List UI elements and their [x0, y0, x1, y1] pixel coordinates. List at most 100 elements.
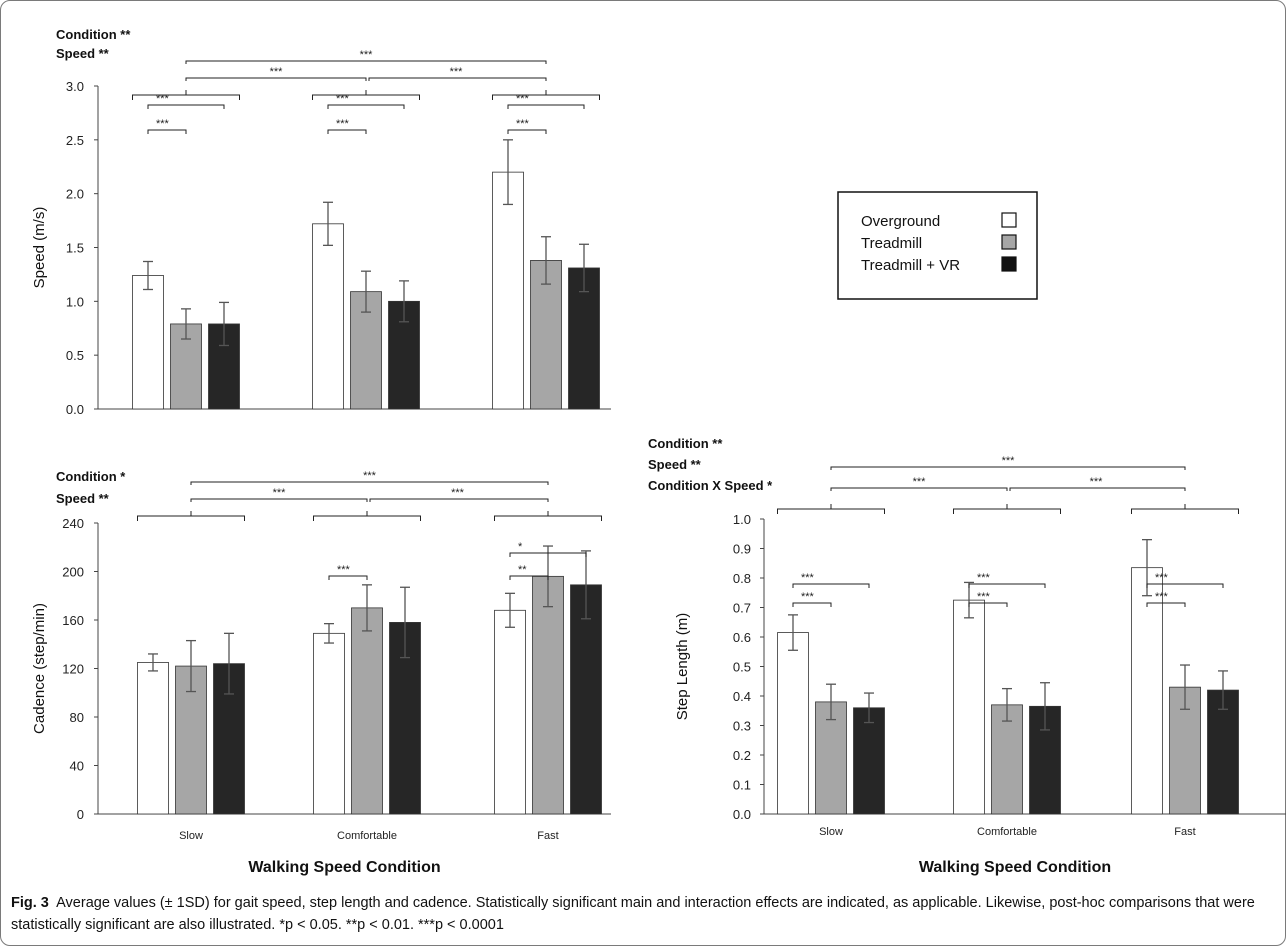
pairwise-significance-label: ***	[801, 591, 815, 603]
legend-swatch	[1001, 212, 1017, 228]
pairwise-significance-label: ***	[336, 93, 350, 105]
effect-label: Condition **	[648, 436, 723, 451]
x-axis-title: Walking Speed Condition	[248, 859, 440, 876]
group-brace	[1131, 508, 1239, 514]
x-category-label: Fast	[1174, 826, 1195, 838]
pairwise-significance-label: ***	[1155, 572, 1169, 584]
y-tick-label: 240	[62, 516, 84, 531]
legend-box	[837, 191, 1038, 300]
legend-label: Treadmill + VR	[861, 257, 960, 274]
y-tick-label: 200	[62, 565, 84, 580]
y-tick-label: 0	[77, 807, 84, 822]
group-significance-label: ***	[270, 66, 284, 78]
y-tick-label: 120	[62, 662, 84, 677]
step-length-chart: 0.0 0.1 0.2 0.3 0.4 0.5 0.6 0.7 0.8 0.9 1.0 Step Le…	[648, 436, 1286, 876]
pairwise-significance-line	[792, 602, 832, 607]
bar	[313, 632, 345, 815]
group-significance-label: ***	[363, 470, 377, 482]
group-significance-line	[190, 481, 549, 485]
y-tick-label: 0.3	[733, 719, 751, 734]
group-significance-line	[830, 466, 1186, 470]
pairwise-significance-label: ***	[977, 591, 991, 603]
pairwise-significance-label: ***	[1155, 591, 1169, 603]
caption-label: Fig. 3	[11, 895, 49, 911]
bar	[953, 599, 985, 815]
y-tick-label: 0.9	[733, 542, 751, 557]
y-tick-label: 0.1	[733, 778, 751, 793]
y-tick-label: 0.5	[733, 660, 751, 675]
group-brace	[132, 94, 240, 100]
bar	[777, 632, 809, 815]
y-tick-label: 0.6	[733, 630, 751, 645]
y-tick-label: 160	[62, 613, 84, 628]
group-significance-line	[190, 498, 368, 502]
group-significance-line	[368, 77, 547, 81]
pairwise-significance-line	[147, 129, 187, 134]
caption-text: Average values (± 1SD) for gait speed, s…	[11, 895, 1255, 933]
pairwise-significance-line	[509, 575, 549, 580]
y-tick-label: 3.0	[66, 79, 84, 94]
group-significance-label: ***	[273, 487, 287, 499]
effect-label: Speed **	[56, 491, 110, 506]
legend-swatch	[1001, 256, 1017, 272]
pairwise-significance-label: **	[518, 564, 527, 576]
bar	[492, 171, 524, 410]
effect-label: Speed **	[56, 46, 110, 61]
bar	[137, 662, 169, 815]
group-significance-line	[369, 498, 549, 502]
group-significance-label: ***	[1002, 455, 1016, 467]
effect-label: Condition X Speed *	[648, 478, 773, 493]
pairwise-significance-label: ***	[156, 93, 170, 105]
gait-charts: 0.0 0.5 1.0 1.5 2.0 2.5 3.0 Speed (m/s) Conditio…	[31, 27, 1286, 876]
group-brace	[137, 515, 245, 521]
group-significance-line	[830, 487, 1008, 491]
pairwise-significance-label: ***	[977, 572, 991, 584]
pairwise-significance-line	[509, 552, 587, 557]
x-category-label: Comfortable	[337, 830, 397, 842]
effect-label: Condition **	[56, 27, 131, 42]
bar	[853, 707, 885, 815]
y-tick-label: 0.4	[733, 689, 751, 704]
x-category-label: Comfortable	[977, 826, 1037, 838]
chart-legend: Overground Treadmill Treadmill + VR	[837, 191, 1038, 300]
pairwise-significance-line	[327, 104, 405, 109]
y-tick-label: 2.0	[66, 187, 84, 202]
y-tick-label: 2.5	[66, 133, 84, 148]
pairwise-significance-label: ***	[156, 118, 170, 130]
pairwise-significance-line	[968, 583, 1046, 588]
x-category-label: Slow	[179, 830, 203, 842]
x-axis-title: Walking Speed Condition	[919, 859, 1111, 876]
y-axis-label: Step Length (m)	[674, 613, 691, 721]
bar	[132, 275, 164, 410]
pairwise-significance-line	[1146, 583, 1224, 588]
x-category-label: Slow	[819, 826, 843, 838]
y-tick-label: 0.8	[733, 571, 751, 586]
group-significance-label: ***	[913, 476, 927, 488]
pairwise-significance-line	[792, 583, 870, 588]
group-significance-label: ***	[360, 49, 374, 61]
bar	[312, 223, 344, 410]
y-axis-label: Speed (m/s)	[31, 207, 48, 289]
pairwise-significance-label: *	[518, 541, 523, 553]
pairwise-significance-label: ***	[336, 118, 350, 130]
pairwise-significance-label: ***	[801, 572, 815, 584]
pairwise-significance-line	[328, 575, 368, 580]
pairwise-significance-line	[1146, 602, 1186, 607]
group-brace	[777, 508, 885, 514]
legend-label: Overground	[861, 213, 940, 230]
pairwise-significance-label: ***	[516, 93, 530, 105]
group-brace	[312, 94, 420, 100]
group-significance-label: ***	[451, 487, 465, 499]
group-brace	[494, 515, 602, 521]
pairwise-significance-line	[327, 129, 367, 134]
pairwise-significance-line	[968, 602, 1008, 607]
group-significance-line	[185, 60, 547, 64]
bar	[532, 575, 564, 815]
group-significance-label: ***	[1090, 476, 1104, 488]
cadence-chart: 0 40 80 120 160 200 240 Cadence (step/min) Slow C…	[31, 469, 611, 876]
y-tick-label: 1.0	[66, 294, 84, 309]
y-tick-label: 1.0	[733, 512, 751, 527]
group-brace	[953, 508, 1061, 514]
pairwise-significance-line	[507, 104, 585, 109]
